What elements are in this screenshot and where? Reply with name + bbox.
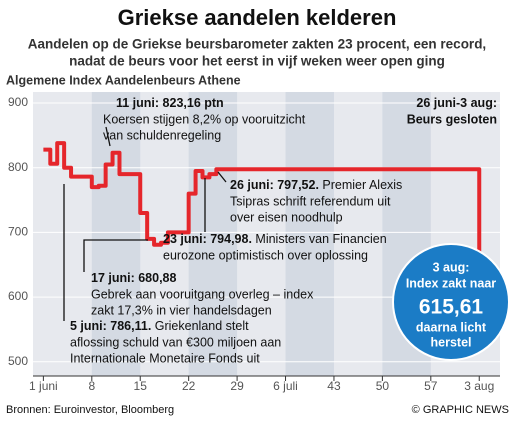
y-tick-label: 800 bbox=[8, 160, 28, 174]
annotation-text: aflossing schuld van €300 miljoen aan bbox=[70, 335, 281, 349]
chart-title: Griekse aandelen kelderen bbox=[118, 5, 397, 30]
x-tick-label: 50 bbox=[376, 379, 390, 393]
pointer bbox=[83, 239, 148, 272]
annotation-text: Premier Alexis bbox=[319, 178, 402, 192]
x-tick-label: 22 bbox=[182, 379, 196, 393]
axis-title: Algemene Index Aandelenbeurs Athene bbox=[6, 73, 241, 87]
x-tick-label: 8 bbox=[88, 379, 95, 393]
x-tick-label: 3 aug bbox=[464, 379, 494, 393]
annotation: 23 juni: 794,98. Ministers van Financien bbox=[163, 232, 387, 246]
y-tick-label: 900 bbox=[8, 95, 28, 109]
annotation-text: van schuldenregeling bbox=[103, 128, 221, 142]
annotation: 26 juni-3 aug: bbox=[416, 96, 497, 110]
credit: © GRAPHIC NEWS bbox=[412, 404, 509, 416]
annotation-heading: 26 juni-3 aug: bbox=[416, 96, 497, 110]
x-tick-label: 43 bbox=[327, 379, 341, 393]
annotation-text: Internationale Monetaire Fonds uit bbox=[70, 351, 260, 365]
week-band bbox=[91, 92, 141, 376]
callout-text: Index zakt naar bbox=[406, 276, 496, 290]
callout-text: daarna licht bbox=[416, 320, 487, 334]
annotation: 11 juni: 823,16 ptn bbox=[116, 96, 224, 110]
annotation-heading: 11 juni: 823,16 ptn bbox=[116, 96, 224, 110]
annotation-text: Koersen stijgen 8,2% op vooruitzicht bbox=[103, 112, 306, 126]
pointer bbox=[217, 171, 227, 183]
y-tick-label: 500 bbox=[8, 354, 28, 368]
callout-text: herstel bbox=[431, 335, 472, 349]
x-tick-label: 1 juni bbox=[29, 379, 58, 393]
annotation-text: over eisen noodhulp bbox=[230, 210, 343, 224]
callout-value: 615,61 bbox=[419, 296, 484, 319]
annotation-text: zakt 17,3% in vier handelsdagen bbox=[91, 303, 272, 317]
annotation-heading: 23 juni: 794,98. bbox=[163, 232, 252, 246]
week-band bbox=[188, 92, 238, 376]
x-tick-label: 57 bbox=[424, 379, 438, 393]
callout-text: 3 aug: bbox=[433, 260, 470, 274]
x-tick-label: 29 bbox=[230, 379, 244, 393]
annotation: 5 juni: 786,11. Griekenland stelt bbox=[70, 319, 249, 333]
y-tick-label: 600 bbox=[8, 289, 28, 303]
annotation-text: Tsipras schrift referendum uit bbox=[230, 194, 391, 208]
subtitle: nadat de beurs voor het eerst in vijf we… bbox=[69, 54, 445, 69]
annotation-text: eurozone optimistisch over oplossing bbox=[163, 248, 368, 262]
pointer bbox=[105, 126, 111, 147]
annotation-text: Beurs gesloten bbox=[407, 112, 497, 126]
annotation-heading: 5 juni: 786,11. bbox=[70, 319, 151, 333]
callout-circle bbox=[392, 243, 510, 361]
annotation-text: Ministers van Financien bbox=[252, 232, 387, 246]
source: Bronnen: Euroinvestor, Bloomberg bbox=[6, 404, 174, 416]
x-tick-label: 6 juli bbox=[273, 379, 298, 393]
annotation-text: Griekenland stelt bbox=[151, 319, 249, 333]
subtitle: Aandelen op de Griekse beursbarometer za… bbox=[28, 37, 486, 52]
annotation: 17 juni: 680,88 bbox=[91, 271, 177, 285]
index-line bbox=[43, 141, 482, 287]
x-tick-label: 15 bbox=[134, 379, 148, 393]
week-band bbox=[285, 92, 334, 376]
annotation: 26 juni: 797,52. Premier Alexis bbox=[230, 178, 402, 192]
y-tick-label: 700 bbox=[8, 225, 28, 239]
annotation-text: Gebrek aan vooruitgang overleg – index bbox=[91, 287, 314, 301]
annotation-heading: 17 juni: 680,88 bbox=[91, 271, 177, 285]
annotation-heading: 26 juni: 797,52. bbox=[230, 178, 319, 192]
